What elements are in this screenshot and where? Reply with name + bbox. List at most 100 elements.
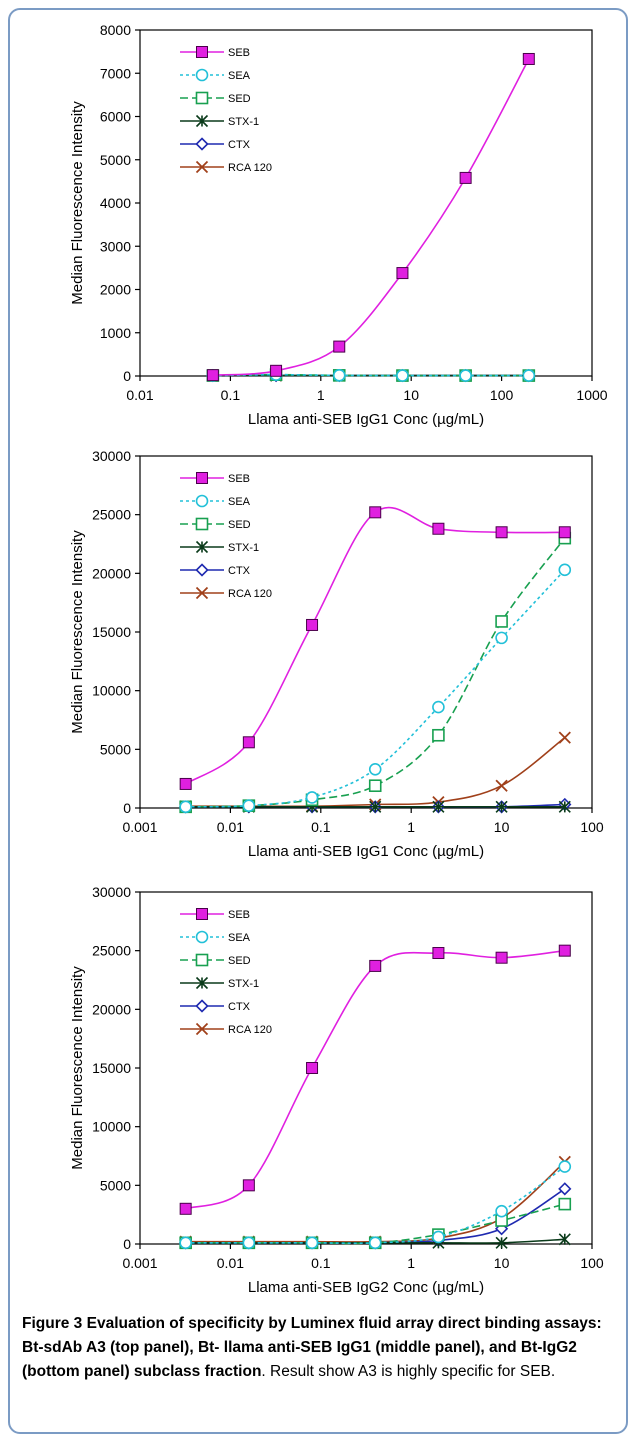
- data-point-seb: [369, 506, 382, 519]
- x-tick-label: 0.1: [311, 1255, 331, 1271]
- y-tick-label: 7000: [100, 65, 131, 81]
- data-point-sea: [179, 1236, 192, 1250]
- y-tick-label: 10000: [92, 1119, 131, 1135]
- y-axis-title: Median Fluorescence Intensity: [69, 530, 86, 734]
- series-rca-120: [179, 1155, 571, 1248]
- x-axis-title: Llama anti-SEB IgG1 Conc (µg/mL): [248, 411, 484, 428]
- series-sea: [179, 1160, 572, 1250]
- data-point-sea: [368, 762, 382, 776]
- data-point-sea: [179, 800, 192, 814]
- legend-marker-seb: [196, 472, 208, 484]
- data-point-ctx: [558, 1182, 572, 1196]
- legend-marker-seb: [196, 908, 208, 920]
- figure-caption: Figure 3 Evaluation of specificity by Lu…: [22, 1315, 602, 1380]
- data-point-sea: [495, 1204, 508, 1218]
- data-point-sea: [242, 799, 256, 812]
- legend-marker-stx-1: [195, 114, 209, 128]
- data-point-seb: [558, 526, 571, 539]
- caption-text: Result show A3 is highly specific for SE…: [270, 1363, 556, 1380]
- y-tick-label: 25000: [92, 943, 131, 959]
- data-point-stx-1: [495, 1236, 508, 1249]
- x-tick-label: 0.01: [126, 387, 153, 403]
- y-tick-label: 20000: [92, 1001, 131, 1017]
- legend-label-stx-1: STX-1: [228, 116, 259, 128]
- data-point-stx-1: [495, 800, 508, 813]
- legend-label-seb: SEB: [228, 47, 250, 59]
- y-tick-label: 25000: [92, 507, 131, 523]
- plot-area: [139, 455, 593, 809]
- x-tick-label: 0.01: [217, 819, 244, 835]
- data-point-seb: [495, 951, 508, 964]
- y-tick-label: 0: [123, 1236, 131, 1252]
- x-tick-label: 0.001: [122, 819, 157, 835]
- series-seb: [179, 944, 571, 1215]
- legend-label-sed: SED: [228, 519, 251, 531]
- y-tick-label: 15000: [92, 1060, 131, 1076]
- y-tick-label: 4000: [100, 195, 131, 211]
- legend-label-ctx: CTX: [228, 1001, 251, 1013]
- data-point-seb: [306, 1062, 319, 1074]
- series-line-seb: [212, 58, 530, 376]
- series-seb: [206, 52, 535, 382]
- legend-label-ctx: CTX: [228, 139, 251, 151]
- data-point-sea: [305, 1236, 319, 1250]
- legend-label-sea: SEA: [228, 70, 251, 82]
- data-point-seb: [179, 1202, 192, 1215]
- data-point-seb: [369, 959, 382, 972]
- y-axis-title: Median Fluorescence Intensity: [69, 101, 86, 305]
- legend-label-rca-120: RCA 120: [228, 1024, 272, 1036]
- series-sea: [206, 368, 536, 382]
- data-point-sed: [558, 1197, 572, 1211]
- x-tick-label: 1: [407, 819, 415, 835]
- x-tick-label: 0.001: [122, 1255, 157, 1271]
- legend: SEB SEA SED STX-1 CTX RCA 120: [180, 908, 272, 1036]
- y-tick-label: 30000: [92, 884, 131, 900]
- series-line-rca-120: [185, 1161, 566, 1243]
- data-point-sea: [459, 369, 472, 382]
- legend-marker-rca-120: [195, 586, 209, 600]
- data-point-sed: [432, 728, 445, 742]
- legend-marker-seb: [196, 46, 208, 58]
- legend-marker-ctx: [195, 137, 209, 151]
- data-point-seb: [242, 736, 255, 749]
- x-axis-title: Llama anti-SEB IgG2 Conc (µg/mL): [248, 1279, 484, 1296]
- data-point-sed: [368, 779, 382, 793]
- caption-label: Figure 3: [22, 1315, 83, 1332]
- chart-bottom-panel: 0 5000 10000 15000 20000 25000 30000 0.001 0.01 0…: [69, 884, 604, 1296]
- data-point-seb: [306, 618, 319, 631]
- x-tick-label: 100: [580, 819, 604, 835]
- x-tick-label: 1000: [576, 387, 607, 403]
- y-tick-label: 10000: [92, 683, 131, 699]
- legend-marker-sea: [195, 68, 209, 82]
- data-point-sea: [558, 1160, 572, 1173]
- y-tick-label: 5000: [100, 152, 131, 168]
- legend-marker-sea: [195, 930, 209, 944]
- data-point-stx-1: [558, 800, 571, 813]
- plot-area: [139, 891, 593, 1245]
- data-point-sea: [332, 369, 346, 382]
- series-sea: [179, 563, 572, 814]
- legend-marker-ctx: [195, 563, 209, 577]
- y-tick-label: 20000: [92, 565, 131, 581]
- data-point-seb: [459, 171, 472, 184]
- legend-marker-ctx: [195, 999, 209, 1013]
- x-tick-label: 10: [494, 819, 510, 835]
- y-tick-label: 30000: [92, 448, 131, 464]
- legend-marker-rca-120: [195, 160, 209, 174]
- y-tick-label: 5000: [100, 1177, 131, 1193]
- data-point-seb: [432, 522, 445, 535]
- data-point-sea: [368, 1236, 382, 1250]
- y-tick-label: 0: [123, 800, 131, 816]
- data-point-seb: [270, 364, 283, 377]
- y-tick-label: 5000: [100, 741, 131, 757]
- x-tick-label: 10: [494, 1255, 510, 1271]
- data-point-sea: [558, 563, 572, 577]
- y-tick-label: 3000: [100, 238, 131, 254]
- x-tick-label: 1: [407, 1255, 415, 1271]
- data-point-seb: [179, 777, 192, 790]
- data-point-seb: [206, 369, 219, 382]
- caption-title: Evaluation of specificity by Luminex flu…: [22, 1315, 602, 1380]
- legend: SEB SEA SED STX-1 CTX RCA 120: [180, 472, 272, 600]
- legend-marker-sed: [195, 953, 209, 967]
- legend-label-sea: SEA: [228, 496, 251, 508]
